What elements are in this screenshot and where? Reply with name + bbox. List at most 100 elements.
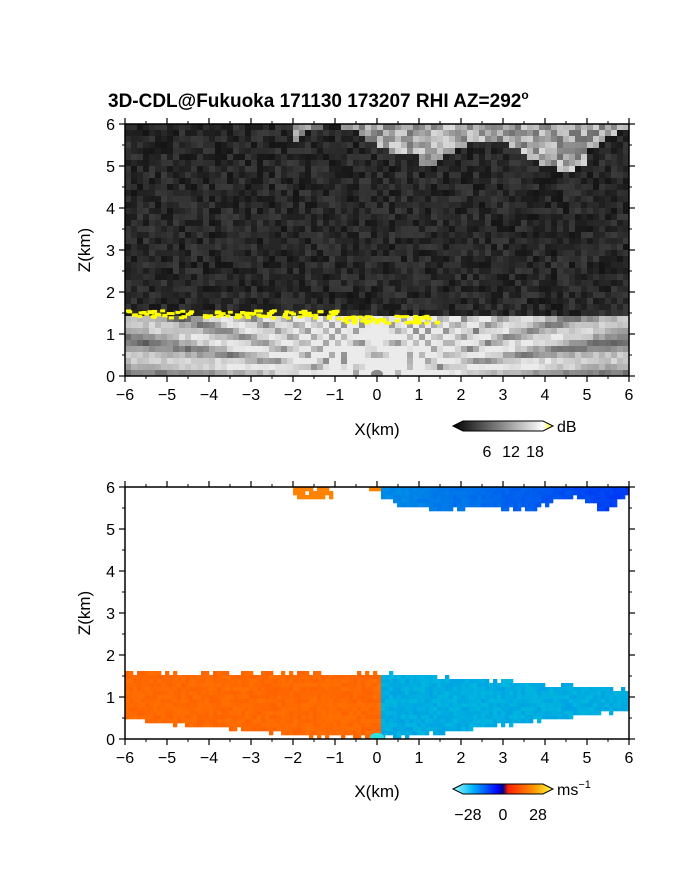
intensity-cell (161, 358, 168, 365)
intensity-cell (497, 226, 504, 233)
intensity-cell (191, 304, 198, 311)
velocity-cell (313, 671, 318, 676)
velocity-cell (341, 683, 346, 688)
intensity-yellow-cell (250, 312, 256, 316)
intensity-cell (257, 190, 264, 197)
intensity-cell (581, 274, 588, 281)
velocity-cell (373, 711, 378, 716)
intensity-cell (179, 136, 186, 143)
intensity-cell (557, 340, 564, 347)
velocity-cell (321, 723, 326, 728)
intensity-cell (515, 172, 522, 179)
intensity-cell (329, 202, 336, 209)
intensity-cell (593, 262, 600, 269)
intensity-cell (161, 328, 168, 335)
intensity-cell (437, 280, 444, 287)
velocity-cell (281, 707, 286, 712)
intensity-cell (563, 166, 570, 173)
intensity-cell (563, 298, 570, 305)
velocity-cell (425, 707, 430, 712)
velocity-cell (329, 699, 334, 704)
velocity-cell (397, 503, 402, 508)
intensity-cell (269, 286, 276, 293)
intensity-cell (545, 208, 552, 215)
intensity-cell (473, 232, 480, 239)
intensity-cell (569, 274, 576, 281)
velocity-cell (413, 715, 418, 720)
velocity-cell (353, 703, 358, 708)
velocity-cell (341, 707, 346, 712)
intensity-cell (533, 190, 540, 197)
intensity-cell (401, 280, 408, 287)
intensity-cell (347, 304, 354, 311)
intensity-cell (263, 142, 270, 149)
intensity-cell (617, 196, 624, 203)
intensity-cell (197, 334, 204, 341)
velocity-cell (429, 695, 434, 700)
velocity-cell (125, 679, 130, 684)
intensity-cell (341, 322, 348, 329)
velocity-cell (337, 679, 342, 684)
intensity-cell (449, 334, 456, 341)
intensity-cell (383, 340, 390, 347)
velocity-cell (425, 499, 430, 504)
intensity-cell (581, 250, 588, 257)
intensity-cell (497, 370, 504, 376)
intensity-cell (383, 346, 390, 353)
intensity-cell (443, 184, 450, 191)
intensity-cell (521, 166, 528, 173)
velocity-cell (193, 691, 198, 696)
intensity-cell (569, 184, 576, 191)
intensity-cell (545, 244, 552, 251)
intensity-cell (521, 346, 528, 353)
intensity-cell (335, 214, 342, 221)
intensity-cell (395, 232, 402, 239)
intensity-cell (209, 364, 216, 371)
velocity-cell (225, 707, 230, 712)
intensity-cell (185, 304, 192, 311)
intensity-cell (551, 208, 558, 215)
velocity-cells (125, 487, 629, 739)
intensity-cell (269, 142, 276, 149)
intensity-cell (377, 172, 384, 179)
velocity-cell (409, 695, 414, 700)
intensity-cell (323, 172, 330, 179)
intensity-cell (605, 130, 612, 137)
intensity-cell (125, 346, 132, 353)
velocity-cell (293, 683, 298, 688)
intensity-cell (533, 178, 540, 185)
intensity-cell (167, 190, 174, 197)
intensity-cell (251, 166, 258, 173)
intensity-cell (473, 184, 480, 191)
velocity-cell (317, 679, 322, 684)
intensity-cell (497, 256, 504, 263)
intensity-cell (533, 250, 540, 257)
velocity-cell (385, 719, 390, 724)
intensity-cell (257, 226, 264, 233)
intensity-cell (533, 208, 540, 215)
intensity-cell (515, 220, 522, 227)
intensity-cell (293, 340, 300, 347)
intensity-yellow-cell (235, 316, 241, 320)
intensity-cell (611, 334, 618, 341)
intensity-cell (173, 304, 180, 311)
intensity-cell (281, 292, 288, 299)
intensity-cell (299, 226, 306, 233)
intensity-cell (209, 124, 216, 131)
intensity-cell (617, 310, 624, 317)
intensity-cell (281, 214, 288, 221)
intensity-cell (503, 238, 510, 245)
intensity-cell (161, 256, 168, 263)
intensity-cell (197, 172, 204, 179)
intensity-cell (263, 334, 270, 341)
velocity-cell (393, 687, 398, 692)
intensity-cell (467, 370, 474, 376)
intensity-cell (437, 166, 444, 173)
velocity-cell (145, 707, 150, 712)
velocity-cell (277, 703, 282, 708)
intensity-cell (479, 124, 486, 131)
intensity-cell (479, 310, 486, 317)
intensity-cell (125, 160, 132, 167)
intensity-cell (575, 334, 582, 341)
velocity-cell (349, 715, 354, 720)
